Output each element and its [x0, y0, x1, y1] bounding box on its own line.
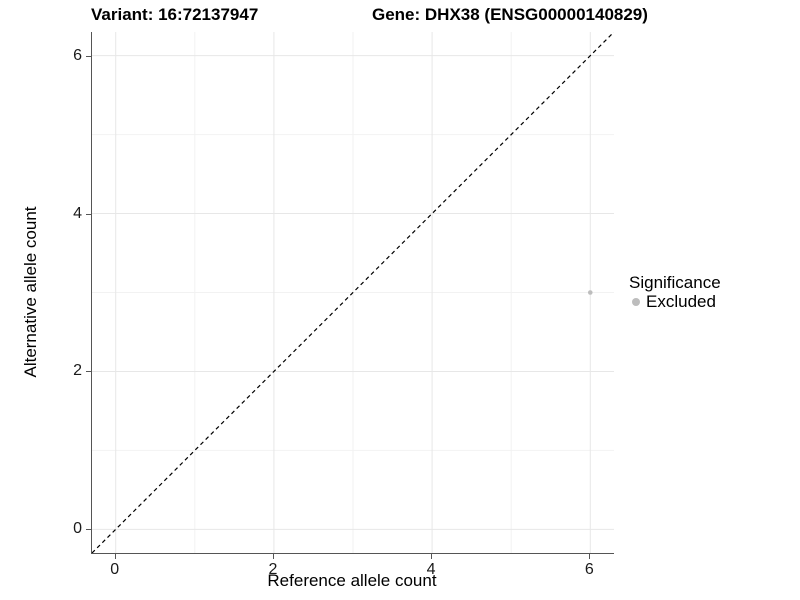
- legend-point-icon: [632, 297, 640, 306]
- x-axis-tick: [589, 554, 591, 559]
- y-axis-tick-label: 6: [73, 46, 82, 64]
- legend-title: Significance: [629, 273, 721, 292]
- y-axis-tick: [86, 213, 91, 215]
- y-axis-tick-label: 4: [73, 204, 82, 222]
- plot-title-variant: Variant: 16:72137947: [91, 5, 259, 24]
- legend: Significance Excluded: [629, 273, 721, 311]
- data-point-excluded: [587, 290, 593, 295]
- y-axis-tick: [86, 55, 91, 57]
- y-axis-tick: [86, 529, 91, 531]
- x-axis-tick: [431, 554, 433, 559]
- y-axis-tick: [86, 371, 91, 373]
- x-axis-tick-label: 0: [110, 561, 120, 578]
- legend-item-excluded: Excluded: [629, 292, 721, 311]
- legend-item-label: Excluded: [646, 292, 716, 311]
- y-axis-tick-label: 2: [73, 362, 82, 380]
- x-axis-tick-label: 4: [426, 561, 436, 578]
- x-axis-tick-label: 6: [584, 561, 594, 578]
- plot-panel: [91, 32, 614, 554]
- x-axis-tick: [114, 554, 116, 559]
- x-axis-tick: [272, 554, 274, 559]
- y-axis-tick-label: 0: [73, 520, 82, 538]
- identity-dashed-line: [92, 32, 614, 553]
- plot-title-gene: Gene: DHX38 (ENSG00000140829): [372, 5, 648, 24]
- plot-area: [92, 32, 614, 553]
- x-axis-title: Reference allele count: [267, 571, 437, 590]
- x-axis-tick-label: 2: [268, 561, 278, 578]
